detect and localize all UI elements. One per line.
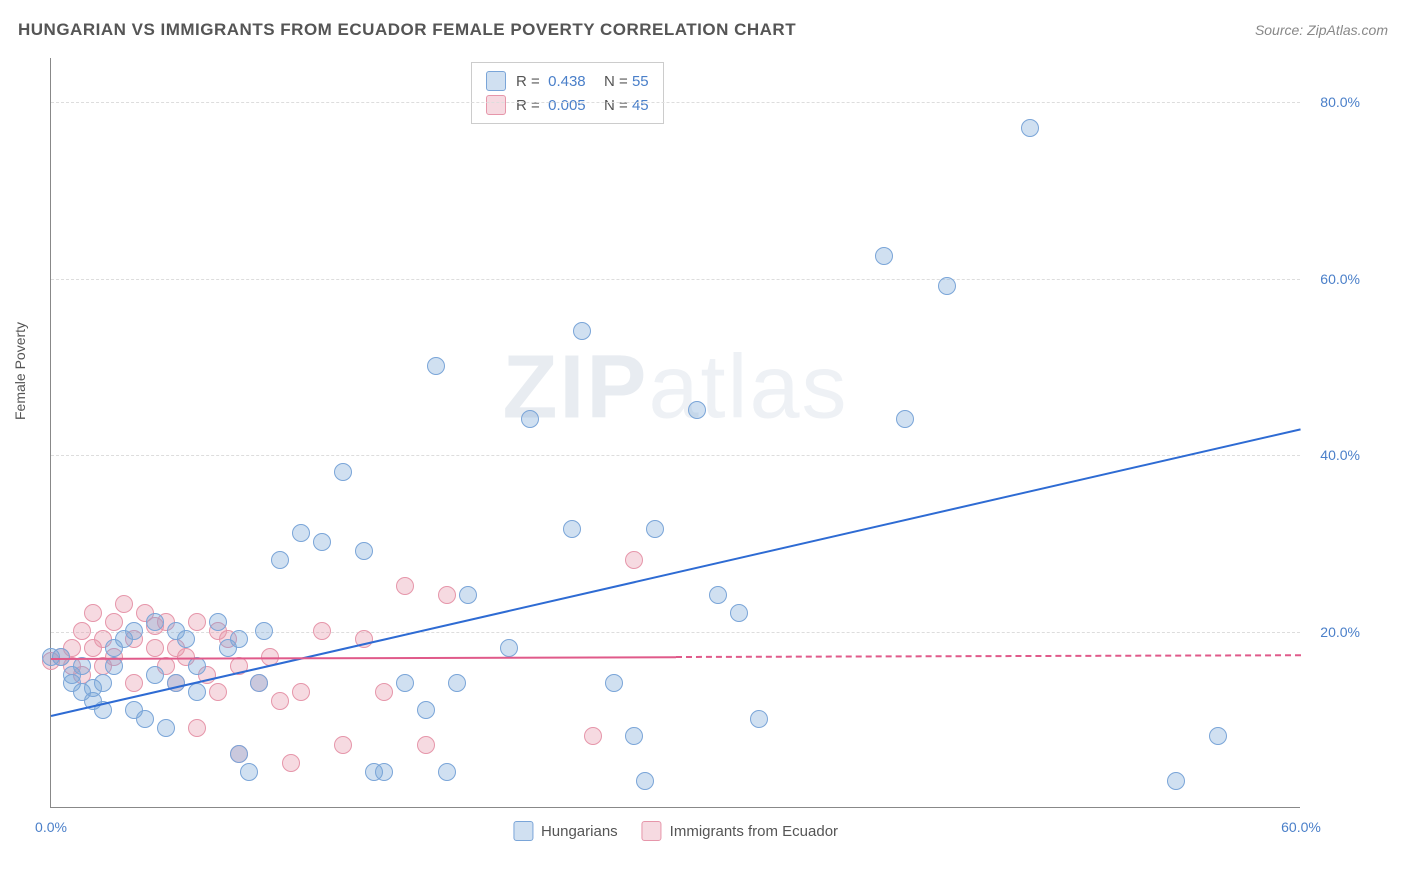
data-point-blue	[271, 551, 289, 569]
y-axis-label: Female Poverty	[12, 322, 28, 420]
y-tick-label: 40.0%	[1320, 447, 1360, 463]
data-point-blue	[125, 622, 143, 640]
data-point-blue	[730, 604, 748, 622]
data-point-blue	[240, 763, 258, 781]
data-point-pink	[73, 622, 91, 640]
data-point-pink	[84, 604, 102, 622]
data-point-pink	[209, 683, 227, 701]
data-point-pink	[115, 595, 133, 613]
data-point-pink	[417, 736, 435, 754]
y-tick-label: 80.0%	[1320, 94, 1360, 110]
data-point-pink	[375, 683, 393, 701]
data-point-blue	[355, 542, 373, 560]
data-point-blue	[1209, 727, 1227, 745]
data-point-blue	[625, 727, 643, 745]
data-point-blue	[938, 277, 956, 295]
swatch-pink	[486, 95, 506, 115]
watermark-thin: atlas	[648, 337, 848, 437]
data-point-blue	[563, 520, 581, 538]
trendline-blue	[51, 429, 1301, 718]
data-point-blue	[255, 622, 273, 640]
data-point-blue	[636, 772, 654, 790]
data-point-blue	[177, 630, 195, 648]
data-point-blue	[646, 520, 664, 538]
data-point-blue	[313, 533, 331, 551]
data-point-blue	[1167, 772, 1185, 790]
data-point-blue	[188, 683, 206, 701]
data-point-blue	[230, 745, 248, 763]
gridline	[51, 279, 1300, 280]
data-point-blue	[875, 247, 893, 265]
data-point-blue	[750, 710, 768, 728]
scatter-plot: ZIPatlas R = 0.438 N = 55 R = 0.005 N = …	[50, 58, 1300, 808]
gridline	[51, 102, 1300, 103]
data-point-blue	[146, 613, 164, 631]
data-point-blue	[438, 763, 456, 781]
data-point-blue	[375, 763, 393, 781]
data-point-blue	[417, 701, 435, 719]
trendline-pink	[51, 656, 676, 660]
x-tick-label: 60.0%	[1281, 819, 1321, 835]
data-point-blue	[448, 674, 466, 692]
data-point-blue	[500, 639, 518, 657]
data-point-blue	[521, 410, 539, 428]
data-point-blue	[94, 674, 112, 692]
legend-item-blue: Hungarians	[513, 821, 618, 841]
data-point-blue	[605, 674, 623, 692]
trendline-pink-extended	[676, 654, 1301, 658]
data-point-pink	[438, 586, 456, 604]
data-point-blue	[136, 710, 154, 728]
data-point-blue	[292, 524, 310, 542]
data-point-blue	[146, 666, 164, 684]
data-point-pink	[625, 551, 643, 569]
data-point-blue	[396, 674, 414, 692]
data-point-pink	[105, 613, 123, 631]
legend-label: Hungarians	[541, 823, 618, 840]
data-point-pink	[188, 719, 206, 737]
chart-header: HUNGARIAN VS IMMIGRANTS FROM ECUADOR FEM…	[18, 20, 1388, 40]
data-point-blue	[573, 322, 591, 340]
y-tick-label: 20.0%	[1320, 624, 1360, 640]
swatch-blue	[513, 821, 533, 841]
data-point-blue	[896, 410, 914, 428]
data-point-blue	[230, 630, 248, 648]
data-point-pink	[125, 674, 143, 692]
stats-row-blue: R = 0.438 N = 55	[486, 69, 649, 93]
x-tick-label: 0.0%	[35, 819, 67, 835]
data-point-pink	[292, 683, 310, 701]
data-point-pink	[334, 736, 352, 754]
data-point-blue	[427, 357, 445, 375]
watermark: ZIPatlas	[502, 336, 848, 439]
data-point-blue	[1021, 119, 1039, 137]
series-legend: Hungarians Immigrants from Ecuador	[513, 821, 838, 841]
data-point-blue	[334, 463, 352, 481]
legend-label: Immigrants from Ecuador	[670, 823, 838, 840]
gridline	[51, 455, 1300, 456]
stats-legend: R = 0.438 N = 55 R = 0.005 N = 45	[471, 62, 664, 124]
data-point-pink	[282, 754, 300, 772]
data-point-blue	[459, 586, 477, 604]
data-point-blue	[688, 401, 706, 419]
data-point-pink	[188, 613, 206, 631]
data-point-pink	[146, 639, 164, 657]
data-point-blue	[250, 674, 268, 692]
swatch-pink	[642, 821, 662, 841]
stats-row-pink: R = 0.005 N = 45	[486, 93, 649, 117]
swatch-blue	[486, 71, 506, 91]
data-point-pink	[271, 692, 289, 710]
data-point-blue	[209, 613, 227, 631]
data-point-pink	[313, 622, 331, 640]
data-point-blue	[709, 586, 727, 604]
y-tick-label: 60.0%	[1320, 271, 1360, 287]
data-point-pink	[396, 577, 414, 595]
data-point-blue	[157, 719, 175, 737]
data-point-pink	[584, 727, 602, 745]
legend-item-pink: Immigrants from Ecuador	[642, 821, 838, 841]
chart-source: Source: ZipAtlas.com	[1255, 22, 1388, 38]
chart-title: HUNGARIAN VS IMMIGRANTS FROM ECUADOR FEM…	[18, 20, 796, 40]
